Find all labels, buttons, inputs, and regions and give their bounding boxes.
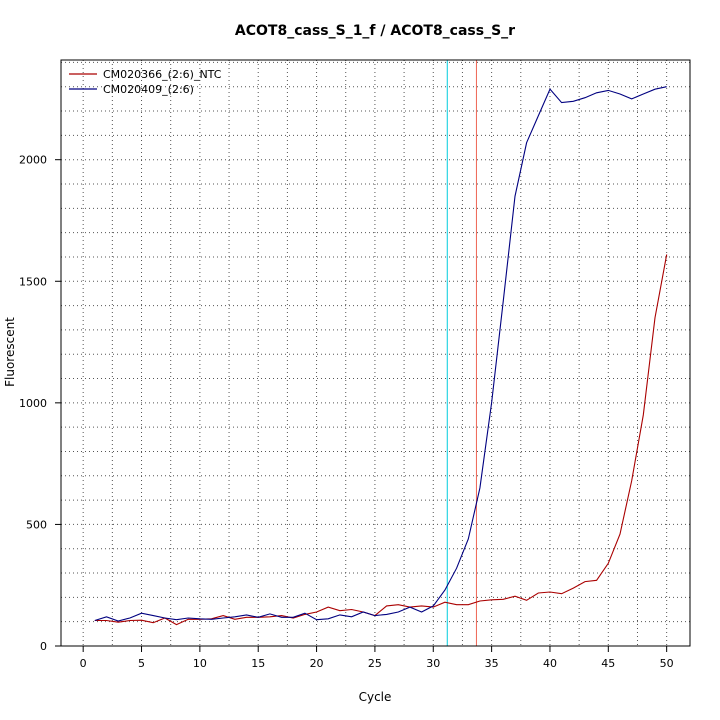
y-tick-label: 500 — [26, 518, 47, 531]
x-tick-label: 40 — [543, 657, 557, 670]
x-tick-label: 30 — [426, 657, 440, 670]
x-axis-label: Cycle — [359, 690, 392, 704]
x-tick-label: 50 — [660, 657, 674, 670]
y-axis-label: Fluorescent — [3, 317, 17, 387]
x-tick-label: 35 — [485, 657, 499, 670]
x-axis-ticks: 0 5 10 15 20 25 30 35 40 45 50 — [80, 646, 674, 670]
legend: CM020366_(2:6)_NTC CM020409_(2:6) — [69, 68, 222, 96]
y-tick-label: 1000 — [19, 397, 47, 410]
x-tick-label: 25 — [368, 657, 382, 670]
y-tick-label: 0 — [40, 640, 47, 653]
x-tick-label: 10 — [193, 657, 207, 670]
legend-entry-label: CM020366_(2:6)_NTC — [103, 68, 222, 81]
grid-lines — [61, 60, 690, 647]
series-line-1 — [94, 254, 668, 626]
y-axis-ticks: 0 500 1000 1500 2000 — [19, 154, 61, 653]
x-tick-label: 45 — [601, 657, 615, 670]
x-tick-label: 15 — [251, 657, 265, 670]
series-line-2 — [94, 86, 667, 622]
y-tick-label: 1500 — [19, 275, 47, 288]
chart-title: ACOT8_cass_S_1_f / ACOT8_cass_S_r — [235, 23, 515, 39]
legend-entry-label: CM020409_(2:6) — [103, 83, 194, 96]
threshold-lines — [446, 60, 477, 646]
x-tick-label: 5 — [138, 657, 145, 670]
x-tick-label: 20 — [310, 657, 324, 670]
plot-frame — [60, 59, 691, 647]
y-tick-label: 2000 — [19, 154, 47, 167]
data-series — [94, 86, 668, 626]
x-tick-label: 0 — [80, 657, 87, 670]
